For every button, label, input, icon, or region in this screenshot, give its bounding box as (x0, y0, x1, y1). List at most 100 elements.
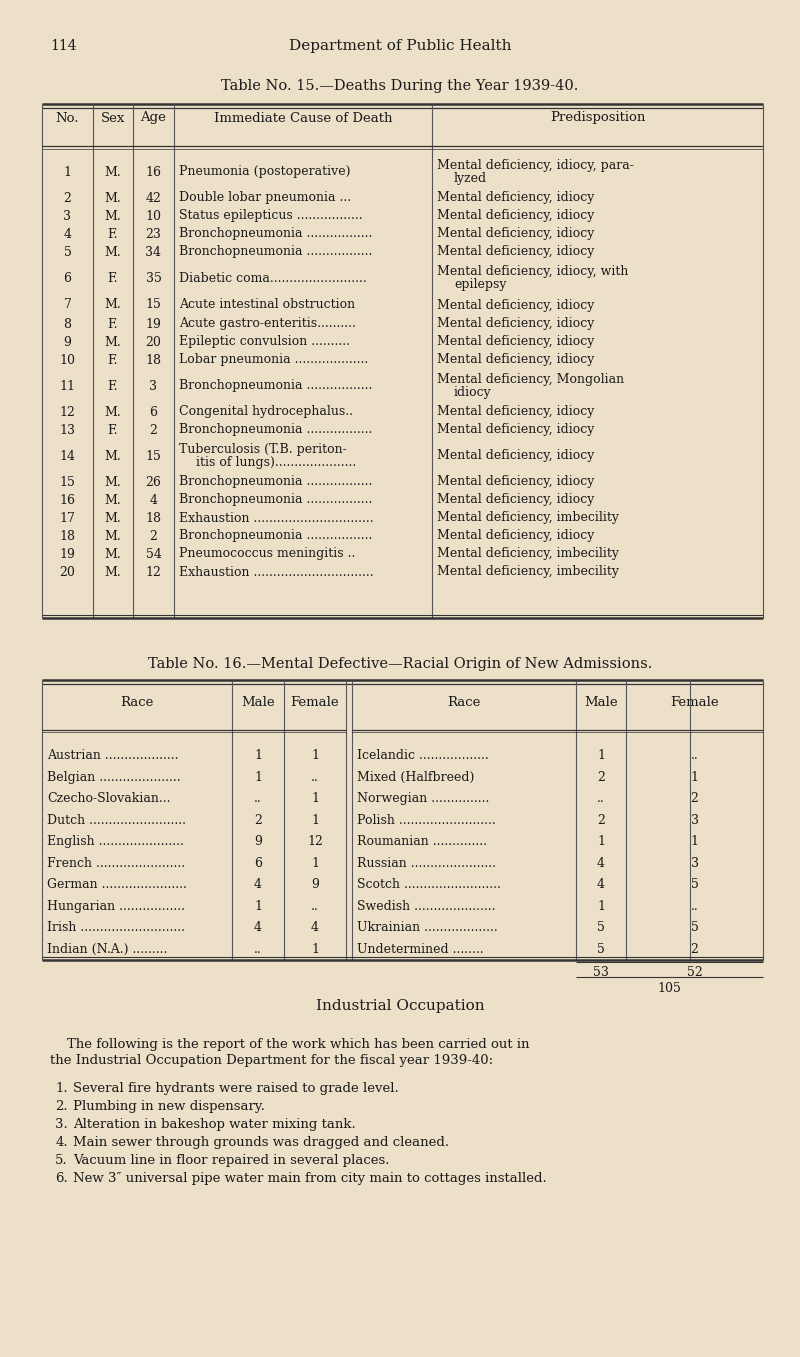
Text: 18: 18 (59, 529, 75, 543)
Text: 1: 1 (311, 856, 319, 870)
Text: 3: 3 (690, 814, 698, 826)
Text: M.: M. (105, 512, 122, 525)
Text: M.: M. (105, 166, 122, 179)
Text: 12: 12 (59, 406, 75, 418)
Text: Industrial Occupation: Industrial Occupation (316, 999, 484, 1012)
Text: Mental deficiency, imbecility: Mental deficiency, imbecility (437, 547, 619, 560)
Text: M.: M. (105, 246, 122, 258)
Text: 2: 2 (597, 771, 605, 784)
Text: French .......................: French ....................... (47, 856, 185, 870)
Text: ..: .. (311, 900, 319, 913)
Text: 114: 114 (50, 39, 77, 53)
Text: Alteration in bakeshop water mixing tank.: Alteration in bakeshop water mixing tank… (73, 1118, 356, 1130)
Text: F.: F. (108, 380, 118, 392)
Text: Several fire hydrants were raised to grade level.: Several fire hydrants were raised to gra… (73, 1082, 398, 1095)
Text: Race: Race (447, 696, 481, 710)
Text: Russian ......................: Russian ...................... (357, 856, 496, 870)
Text: New 3″ universal pipe water main from city main to cottages installed.: New 3″ universal pipe water main from ci… (73, 1172, 546, 1185)
Text: 3: 3 (63, 209, 71, 223)
Text: 54: 54 (146, 547, 162, 560)
Text: 5: 5 (597, 921, 605, 934)
Text: M.: M. (105, 406, 122, 418)
Text: Male: Male (241, 696, 275, 710)
Text: Exhaustion ...............................: Exhaustion .............................… (179, 566, 374, 578)
Text: Mental deficiency, idiocy: Mental deficiency, idiocy (437, 299, 594, 312)
Text: ..: .. (690, 900, 698, 913)
Text: 20: 20 (146, 335, 162, 349)
Text: 6: 6 (150, 406, 158, 418)
Text: M.: M. (105, 547, 122, 560)
Text: Czecho-Slovakian...: Czecho-Slovakian... (47, 792, 170, 805)
Text: Double lobar pneumonia ...: Double lobar pneumonia ... (179, 191, 351, 205)
Text: 4: 4 (311, 921, 319, 934)
Text: Bronchopneumonia .................: Bronchopneumonia ................. (179, 228, 372, 240)
Text: Acute intestinal obstruction: Acute intestinal obstruction (179, 299, 355, 312)
Text: 6: 6 (254, 856, 262, 870)
Text: 3: 3 (690, 856, 698, 870)
Text: 6: 6 (63, 271, 71, 285)
Text: F.: F. (108, 318, 118, 331)
Text: Male: Male (584, 696, 618, 710)
Text: Bronchopneumonia .................: Bronchopneumonia ................. (179, 529, 372, 543)
Text: 18: 18 (146, 512, 162, 525)
Text: 4: 4 (63, 228, 71, 240)
Text: Mixed (Halfbreed): Mixed (Halfbreed) (357, 771, 474, 784)
Text: Vacuum line in floor repaired in several places.: Vacuum line in floor repaired in several… (73, 1153, 390, 1167)
Text: 1: 1 (254, 749, 262, 763)
Text: 9: 9 (311, 878, 319, 892)
Text: 5: 5 (63, 246, 71, 258)
Text: Mental deficiency, idiocy: Mental deficiency, idiocy (437, 423, 594, 437)
Text: 2: 2 (63, 191, 71, 205)
Text: 16: 16 (59, 494, 75, 506)
Text: 1: 1 (254, 771, 262, 784)
Text: Pneumococcus meningitis ..: Pneumococcus meningitis .. (179, 547, 355, 560)
Text: F.: F. (108, 228, 118, 240)
Text: 14: 14 (59, 449, 75, 463)
Text: 4: 4 (597, 878, 605, 892)
Text: 52: 52 (686, 966, 702, 980)
Text: 2: 2 (597, 814, 605, 826)
Text: 15: 15 (59, 475, 75, 489)
Text: Age: Age (141, 111, 166, 125)
Text: M.: M. (105, 209, 122, 223)
Text: 16: 16 (146, 166, 162, 179)
Text: Mental deficiency, idiocy, para-: Mental deficiency, idiocy, para- (437, 159, 634, 172)
Text: 10: 10 (59, 354, 75, 366)
Text: 2: 2 (690, 943, 698, 955)
Text: Mental deficiency, idiocy: Mental deficiency, idiocy (437, 318, 594, 331)
Text: 19: 19 (59, 547, 75, 560)
Text: Epileptic convulsion ..........: Epileptic convulsion .......... (179, 335, 350, 349)
Text: Hungarian .................: Hungarian ................. (47, 900, 185, 913)
Text: Mental deficiency, idiocy: Mental deficiency, idiocy (437, 228, 594, 240)
Text: idiocy: idiocy (454, 387, 492, 399)
Text: Acute gastro-enteritis..........: Acute gastro-enteritis.......... (179, 318, 356, 331)
Text: Mental deficiency, idiocy: Mental deficiency, idiocy (437, 475, 594, 489)
Text: 1: 1 (311, 792, 319, 805)
Text: Norwegian ...............: Norwegian ............... (357, 792, 490, 805)
Text: ..: .. (597, 792, 605, 805)
Text: Bronchopneumonia .................: Bronchopneumonia ................. (179, 380, 372, 392)
Text: 7: 7 (63, 299, 71, 312)
Text: 5: 5 (690, 921, 698, 934)
Text: 8: 8 (63, 318, 71, 331)
Text: M.: M. (105, 191, 122, 205)
Text: 20: 20 (59, 566, 75, 578)
Text: ..: .. (254, 943, 262, 955)
Text: Ukrainian ...................: Ukrainian ................... (357, 921, 498, 934)
Text: 1: 1 (311, 814, 319, 826)
Text: 17: 17 (59, 512, 75, 525)
Text: Mental deficiency, imbecility: Mental deficiency, imbecility (437, 512, 619, 525)
Text: Diabetic coma.........................: Diabetic coma......................... (179, 271, 366, 285)
Text: 6.: 6. (55, 1172, 68, 1185)
Text: Icelandic ..................: Icelandic .................. (357, 749, 489, 763)
Text: Bronchopneumonia .................: Bronchopneumonia ................. (179, 494, 372, 506)
Text: Lobar pneumonia ...................: Lobar pneumonia ................... (179, 354, 368, 366)
Text: 5.: 5. (55, 1153, 68, 1167)
Text: ..: .. (690, 749, 698, 763)
Text: 9: 9 (254, 836, 262, 848)
Text: 4: 4 (254, 878, 262, 892)
Text: German ......................: German ...................... (47, 878, 187, 892)
Text: M.: M. (105, 335, 122, 349)
Text: F.: F. (108, 354, 118, 366)
Text: 15: 15 (146, 449, 162, 463)
